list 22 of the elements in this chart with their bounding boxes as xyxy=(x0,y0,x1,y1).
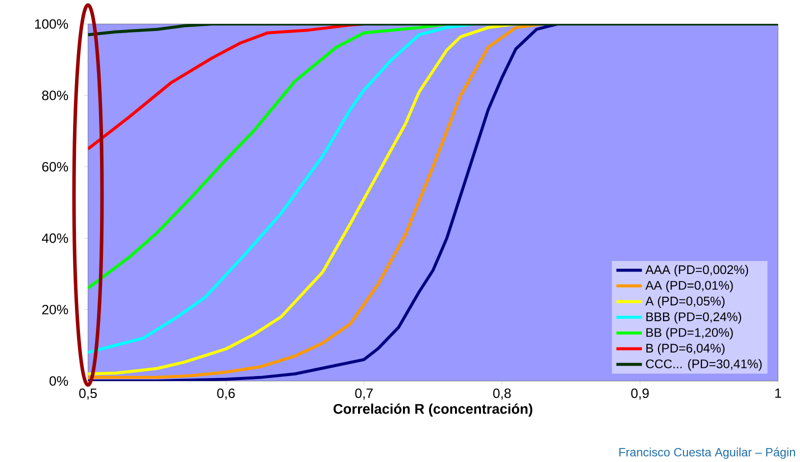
text: Francisco Cuesta Aguilar – Págin xyxy=(619,448,796,459)
legend-label: A (PD=0,05%) xyxy=(645,296,725,308)
y-tick-label: 80% xyxy=(42,90,68,100)
x-tick-label: 0,7 xyxy=(355,388,373,400)
legend-label: B (PD=6,04%) xyxy=(646,343,725,356)
legend-label: CCC... (PD=30,41%) xyxy=(646,359,762,371)
legend-label: AAA (PD=0,002%) xyxy=(645,264,748,277)
y-tick-label: 100% xyxy=(35,19,68,29)
x-tick-label: 0,8 xyxy=(493,388,511,400)
x-tick-label: 0,9 xyxy=(631,388,649,400)
y-tick-label: 20% xyxy=(42,304,68,314)
legend-label: AA (PD=0,01%) xyxy=(645,280,733,292)
x-tick-label: 0,5 xyxy=(79,388,97,400)
x-axis-title: Correlación R (concentración) xyxy=(334,403,532,417)
legend-label: BBB (PD=0,24%) xyxy=(646,312,742,324)
y-tick-label: 0% xyxy=(50,376,68,386)
y-tick-label: 40% xyxy=(42,233,68,243)
y-tick-label: 60% xyxy=(42,162,68,172)
legend-label: BB (PD=1,20%) xyxy=(646,328,733,340)
x-tick-label: 1 xyxy=(775,388,782,398)
line-series xyxy=(88,24,778,36)
x-tick-label: 0,6 xyxy=(217,388,235,400)
